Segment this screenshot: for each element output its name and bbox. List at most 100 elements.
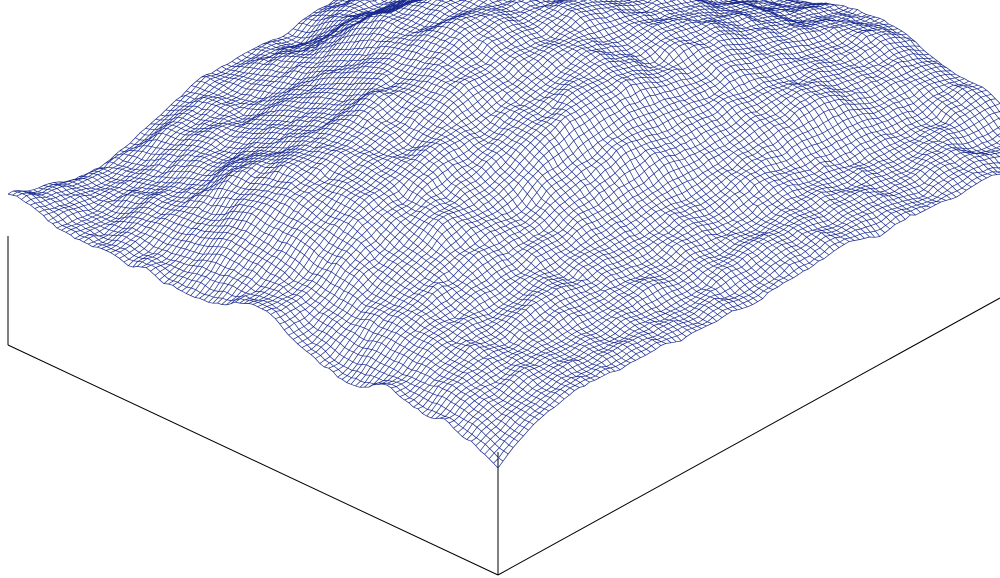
mesh-line [221,66,712,324]
mesh-line [318,0,809,270]
mesh-line [135,132,626,367]
mesh-line [33,189,524,437]
mesh-line [785,0,1000,130]
mesh-line [282,7,774,290]
mesh-line [497,173,1000,469]
mesh-line [794,0,1000,104]
mesh-line [588,0,865,239]
mesh-line [125,145,616,372]
mesh-line [199,0,563,299]
mesh-line [196,80,687,337]
mesh-line [252,39,743,309]
mesh-line [764,0,1000,150]
mesh-line [58,181,550,412]
mesh-line [553,0,855,241]
mesh-line [751,0,1000,158]
mesh-line [604,0,881,237]
mesh-line [610,0,886,233]
mesh-line [669,0,926,211]
mesh-line [386,66,947,386]
mesh-line [165,109,657,350]
mesh-line [206,74,697,332]
mesh-line [150,121,641,358]
mesh-line [216,69,707,327]
mesh-line [328,0,819,262]
mesh-line [69,179,560,404]
mesh-line [236,57,728,315]
mesh-line [740,0,1000,170]
mesh-line [114,153,606,376]
mesh-line [599,0,875,238]
mesh-line [211,72,702,329]
terrain-mesh [7,0,1000,469]
mesh-line [18,190,509,455]
base-box [7,236,1000,576]
mesh-line [104,161,595,381]
mesh-line [74,178,565,400]
mesh-line [634,0,906,220]
mesh-line [79,176,570,396]
mesh-line [175,99,667,344]
mesh-line [493,171,1000,464]
mesh-line [94,168,585,387]
mesh-line [788,0,1000,113]
mesh-line [191,85,682,342]
mesh-line [770,0,1000,146]
mesh-line [145,124,636,361]
mesh-line [43,185,534,425]
box-edge [497,297,1000,576]
mesh-line [53,182,544,416]
mesh-line [101,0,424,249]
mesh-line [745,0,1000,165]
mesh-line [714,0,977,185]
mesh-line [262,27,753,305]
mesh-line [759,0,1000,154]
mesh-line [226,64,718,322]
mesh-line [535,0,840,248]
mesh-line [201,76,692,334]
mesh-line [89,170,580,388]
mesh-line [444,110,1000,420]
mesh-line [404,78,965,401]
mesh-line [546,0,850,242]
mesh-line [682,0,936,206]
mesh-line [719,0,982,181]
mesh-line [63,181,555,408]
mesh-line [140,127,631,364]
mesh-line [593,0,870,238]
mesh-line [28,190,519,442]
mesh-line [730,0,998,175]
mesh-line [696,0,952,200]
mesh-line [319,17,880,364]
mesh-line [257,32,748,308]
mesh-line [710,0,972,188]
mesh-line [181,95,672,344]
mesh-line [155,116,646,356]
mesh-line [484,162,1000,455]
mesh-line [99,166,590,383]
mesh-line [619,0,896,225]
mesh-line [614,0,891,230]
mesh-line [186,90,677,343]
mesh-line [170,104,662,346]
mesh-line [84,172,575,391]
mesh-line [38,187,529,431]
mesh-line [663,0,921,213]
mesh-line [48,183,539,421]
mesh-line [333,0,825,260]
mesh-line [676,0,931,208]
mesh-line [694,0,947,201]
mesh-line [642,0,911,216]
mesh-line [706,0,967,191]
mesh-line [439,103,1000,419]
mesh-line [7,193,499,469]
mesh-line [23,190,514,448]
mesh-line [776,0,1000,138]
mesh-line [435,98,996,419]
mesh-line [372,0,830,256]
mesh-line [626,0,901,223]
mesh-line [733,0,1000,174]
mesh-line [689,0,941,203]
